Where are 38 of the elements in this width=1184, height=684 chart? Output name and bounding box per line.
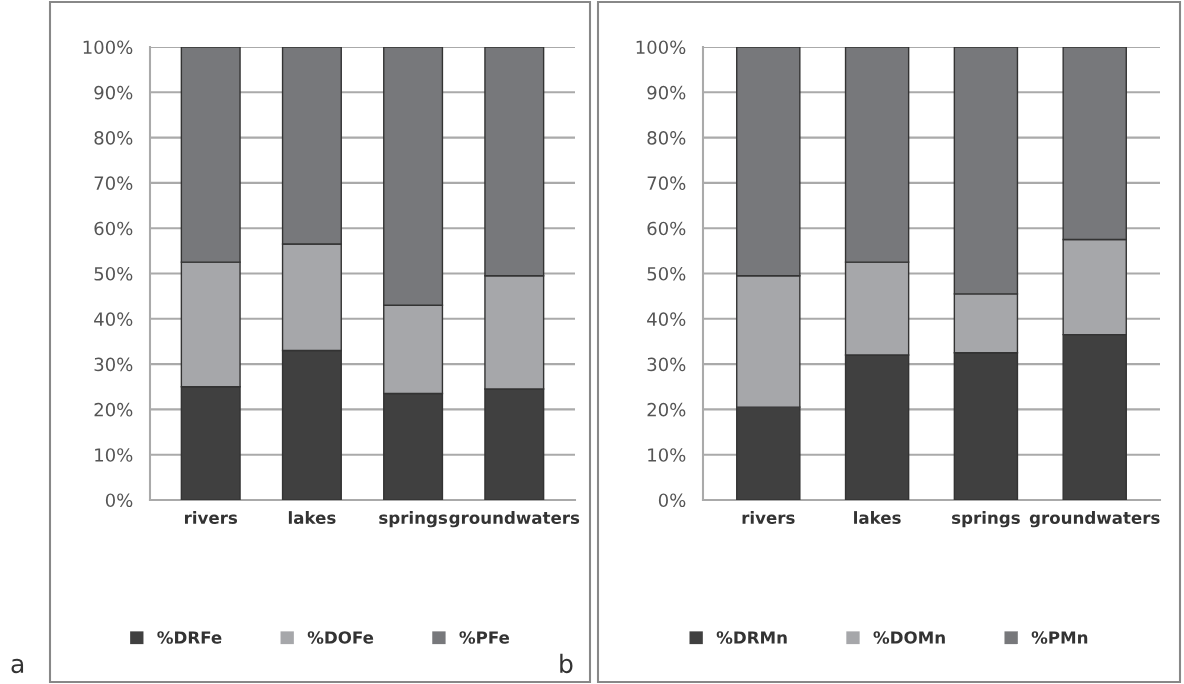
x-tick-label: rivers xyxy=(742,511,795,525)
x-tick-label: groundwaters xyxy=(449,511,580,528)
y-tick-label: 80% xyxy=(94,131,133,145)
y-tick-label: 70% xyxy=(94,176,133,191)
y-tick-label: 100% xyxy=(83,40,133,55)
y-tick-label: 40% xyxy=(94,312,133,326)
y-tick-label: 0% xyxy=(105,493,133,508)
legend-label: %DOFe xyxy=(307,631,374,644)
legend-label: %DOMn xyxy=(873,631,945,644)
x-tick-label: lakes xyxy=(288,511,336,525)
y-tick-label: 30% xyxy=(94,357,133,372)
y-tick-label: 60% xyxy=(647,221,686,236)
y-tick-label: 20% xyxy=(94,402,133,417)
y-tick-label: 70% xyxy=(647,176,686,191)
y-tick-label: 50% xyxy=(94,266,133,281)
y-tick-label: 90% xyxy=(647,85,686,100)
legend-label: %PMn xyxy=(1031,631,1088,644)
text: a xyxy=(11,658,24,674)
x-tick-label: lakes xyxy=(854,511,901,525)
y-tick-label: 100% xyxy=(636,40,686,55)
y-tick-label: 90% xyxy=(94,85,133,100)
x-tick-label: rivers xyxy=(185,511,238,525)
y-tick-label: 50% xyxy=(647,266,686,281)
y-tick-label: 80% xyxy=(647,131,686,145)
y-tick-label: 0% xyxy=(658,493,686,508)
x-tick-label: springs xyxy=(379,511,448,528)
x-tick-label: groundwaters xyxy=(1029,511,1160,528)
y-tick-label: 10% xyxy=(95,448,133,462)
legend-label: %PFe xyxy=(459,631,510,644)
y-tick-label: 40% xyxy=(647,312,686,326)
legend-label: %DRMn xyxy=(716,631,787,644)
x-tick-label: springs xyxy=(952,511,1020,528)
y-tick-label: 20% xyxy=(647,402,686,417)
text: b xyxy=(560,653,573,674)
y-tick-label: 10% xyxy=(648,448,686,462)
y-tick-label: 60% xyxy=(94,221,133,236)
y-tick-label: 30% xyxy=(647,357,686,372)
legend-label: %DRFe xyxy=(157,631,222,644)
